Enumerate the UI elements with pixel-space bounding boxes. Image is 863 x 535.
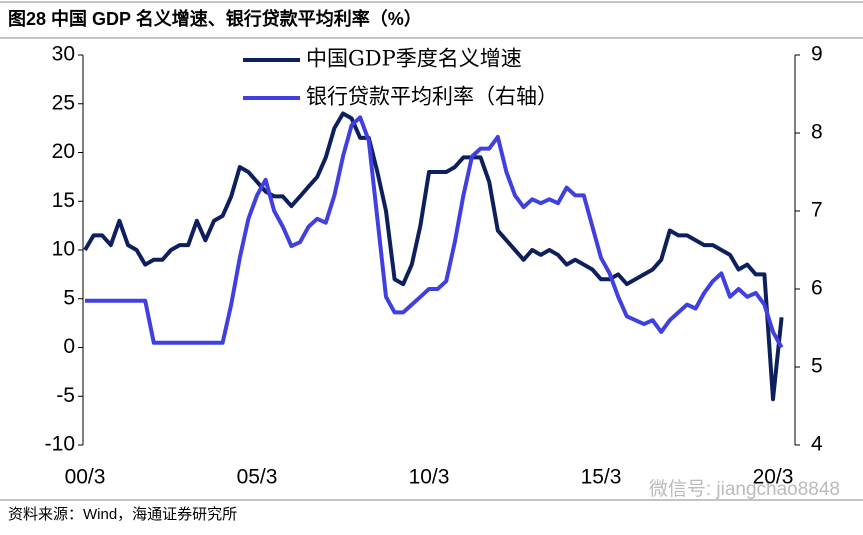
series-line	[83, 111, 784, 402]
x-tick-label: 00/3	[65, 466, 106, 489]
y2-tick-label: 5	[811, 355, 823, 378]
y-tick-label: 0	[63, 335, 75, 358]
y-tick-label: 10	[52, 238, 75, 261]
x-tick-label: 10/3	[409, 466, 450, 489]
y-tick-label: 15	[52, 189, 75, 212]
y2-tick-label: 8	[811, 121, 823, 144]
y2-tick-label: 4	[811, 433, 823, 456]
x-tick-label: 05/3	[237, 466, 278, 489]
y-tick-label: 5	[63, 286, 75, 309]
y-tick-label: 20	[52, 140, 75, 163]
y-tick-label: 30	[52, 43, 75, 66]
y-tick-label: -5	[56, 384, 75, 407]
y-tick-label: 25	[52, 91, 75, 114]
y2-tick-label: 6	[811, 277, 823, 300]
x-tick-label: 15/3	[581, 466, 622, 489]
y-tick-label: -10	[45, 433, 75, 456]
y2-tick-label: 9	[811, 43, 823, 66]
chart-title: 图28 中国 GDP 名义增速、银行贷款平均利率（%）	[8, 8, 422, 29]
y2-tick-label: 7	[811, 199, 823, 222]
watermark: 微信号: jiangchao8848	[649, 478, 840, 500]
source: 资料来源：Wind，海通证券研究所	[8, 506, 237, 523]
legend-label: 银行贷款平均利率（右轴）	[306, 85, 558, 109]
legend-label: 中国GDP季度名义增速	[306, 47, 522, 71]
x-tick-label: 20/3	[753, 466, 794, 489]
series-line	[85, 115, 784, 349]
